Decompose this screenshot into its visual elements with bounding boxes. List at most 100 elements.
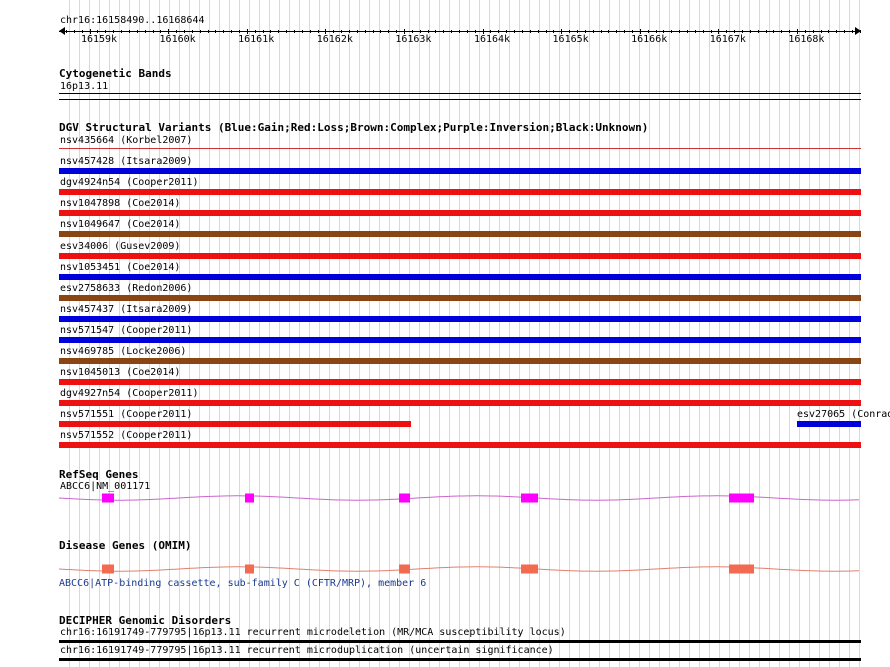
grid-line [599, 0, 600, 667]
gene-intron-line [58, 566, 860, 572]
grid-line [109, 0, 110, 667]
grid-line [419, 0, 420, 667]
decipher-item-label[interactable]: chr16:16191749-779795|16p13.11 recurrent… [60, 627, 566, 638]
dgv-variant-label[interactable]: esv27065 (Conrad [797, 409, 890, 421]
gene-exon[interactable] [245, 564, 254, 574]
ruler-tick [514, 30, 515, 33]
ruler-tick [797, 29, 798, 34]
ruler-tick-label: 16167k [709, 34, 746, 45]
grid-line [439, 0, 440, 667]
ruler-tick [844, 30, 846, 33]
ruler-tick [81, 30, 83, 33]
ruler-tick [521, 30, 523, 33]
ruler-tick [333, 30, 335, 33]
decipher-item-label[interactable]: chr16:16191749-779795|16p13.11 recurrent… [60, 645, 554, 656]
grid-line [519, 0, 520, 667]
dgv-variant-label[interactable]: nsv571552 (Cooper2011) [60, 430, 193, 442]
decipher-item-bar[interactable] [59, 640, 861, 643]
ruler-tick [734, 30, 736, 33]
ruler-tick [663, 30, 665, 33]
grid-line [449, 0, 450, 667]
gene-exon[interactable] [521, 493, 538, 503]
dgv-variant-label[interactable]: nsv1053451 (Coe2014) [60, 261, 181, 273]
omim-gene-label[interactable]: ABCC6|ATP-binding cassette, sub-family C… [59, 578, 427, 589]
grid-line [809, 0, 810, 667]
ruler-tick-label: 16166k [631, 34, 668, 45]
ruler-tick [372, 30, 374, 33]
gene-exon[interactable] [729, 493, 754, 503]
dgv-variant-bar[interactable] [59, 168, 861, 175]
dgv-variant-bar[interactable] [59, 252, 861, 259]
grid-line [629, 0, 630, 667]
ruler-tick [749, 30, 751, 33]
ruler-tick [128, 30, 130, 33]
ruler-tick [419, 30, 421, 33]
gene-exon[interactable] [102, 564, 114, 574]
dgv-variant-label[interactable]: nsv435664 (Korbel2007) [60, 135, 193, 146]
gene-exon[interactable] [399, 564, 410, 574]
dgv-variant-label[interactable]: nsv1047898 (Coe2014) [60, 198, 181, 210]
grid-line [529, 0, 530, 667]
decipher-item-bar[interactable] [59, 658, 861, 661]
refseq-gene-label[interactable]: ABCC6|NM_001171 [60, 481, 151, 492]
dgv-variant-label[interactable]: dgv4927n54 (Cooper2011) [60, 388, 199, 400]
dgv-variant-label[interactable]: nsv457437 (Itsara2009) [60, 303, 193, 315]
dgv-variant-label[interactable]: nsv571551 (Cooper2011) [60, 409, 193, 421]
gene-exon[interactable] [399, 493, 410, 503]
grid-line [219, 0, 220, 667]
ruler-tick [66, 30, 67, 33]
dgv-variant-bar[interactable] [59, 294, 861, 301]
dgv-variant-label[interactable]: nsv1049647 (Coe2014) [60, 219, 181, 231]
ruler-tick [529, 30, 531, 33]
dgv-variant-label[interactable]: esv34006 (Gusev2009) [60, 240, 181, 252]
cytoband-line-bottom [59, 99, 861, 100]
cytoband-label[interactable]: 16p13.11 [60, 81, 109, 92]
grid-line [689, 0, 690, 667]
dgv-variant-bar[interactable] [59, 400, 861, 407]
dgv-variant-bar[interactable] [59, 210, 861, 217]
gene-exon[interactable] [102, 493, 114, 503]
location-label: chr16:16158490..16168644 [60, 15, 205, 26]
omim-title: Disease Genes (OMIM) [59, 539, 192, 552]
grid-line [639, 0, 640, 667]
grid-line [379, 0, 380, 667]
dgv-variant-bar[interactable] [59, 336, 861, 343]
dgv-variant-label[interactable]: nsv457428 (Itsara2009) [60, 156, 193, 168]
dgv-variant-bar[interactable] [59, 231, 861, 238]
dgv-variant-bar[interactable] [59, 379, 861, 386]
grid-line [699, 0, 700, 667]
gene-exon[interactable] [245, 493, 254, 503]
dgv-variant-bar[interactable] [59, 358, 861, 364]
grid-line [149, 0, 150, 667]
dgv-variant-label[interactable]: nsv469785 (Locke2006) [60, 346, 187, 357]
dgv-variant-bar[interactable] [59, 315, 861, 322]
grid-line [659, 0, 660, 667]
dgv-variant-bar[interactable] [59, 273, 861, 280]
dgv-variant-bar[interactable] [797, 421, 861, 428]
dgv-variant-label[interactable]: nsv1045013 (Coe2014) [60, 367, 181, 379]
ruler-tick [254, 30, 256, 33]
ruler-tick [631, 30, 633, 33]
dgv-variant-label[interactable]: nsv571547 (Cooper2011) [60, 324, 193, 336]
grid-line [369, 0, 370, 667]
ruler-tick [113, 30, 115, 33]
grid-line [819, 0, 820, 667]
ruler-tick [144, 30, 146, 33]
ruler-tick [781, 30, 783, 33]
ruler-tick [199, 30, 201, 33]
dgv-variant-label[interactable]: dgv4924n54 (Cooper2011) [60, 177, 199, 189]
dgv-variant-bar[interactable] [59, 421, 411, 428]
ruler-tick [600, 30, 602, 33]
dgv-variant-label[interactable]: esv2758633 (Redon2006) [60, 282, 193, 294]
ruler-tick [97, 30, 99, 33]
dgv-variant-bar[interactable] [59, 148, 861, 149]
dgv-variant-bar[interactable] [59, 442, 861, 449]
ruler-tick [89, 29, 91, 34]
gene-exon[interactable] [729, 564, 754, 574]
dgv-variant-bar[interactable] [59, 189, 861, 196]
ruler-tick [647, 30, 649, 33]
gene-exon[interactable] [521, 564, 538, 574]
